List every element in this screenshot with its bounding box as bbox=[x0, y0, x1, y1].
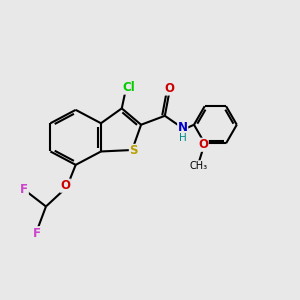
Text: O: O bbox=[60, 179, 70, 192]
Text: F: F bbox=[33, 227, 41, 240]
Text: H: H bbox=[179, 133, 187, 143]
Text: F: F bbox=[20, 183, 28, 196]
Text: CH₃: CH₃ bbox=[190, 160, 208, 171]
Text: S: S bbox=[129, 144, 138, 158]
Text: N: N bbox=[178, 121, 188, 134]
Text: Cl: Cl bbox=[123, 81, 136, 94]
Text: O: O bbox=[164, 82, 174, 95]
Text: O: O bbox=[198, 138, 208, 151]
